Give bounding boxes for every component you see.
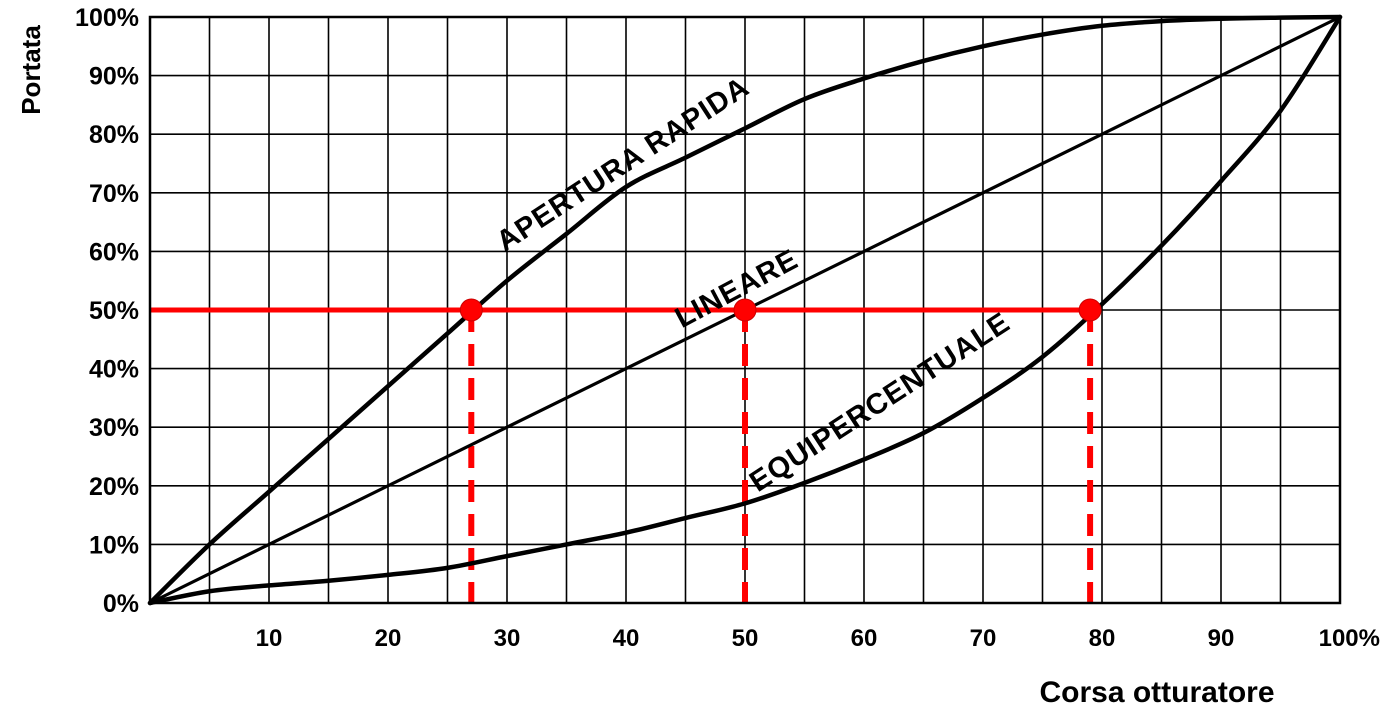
x-tick-label: 90 (1208, 625, 1235, 652)
x-tick-label: 20 (375, 625, 402, 652)
marked-point (459, 298, 483, 322)
x-axis-label: Corsa otturatore (1039, 676, 1274, 709)
series-label-lineare: LINEARE (670, 243, 804, 334)
tick-labels: 0% 10% 20% 30% 40% 50% 60% 70% 80% 90% 100% 10 20 30 4… (75, 4, 1380, 652)
y-tick-label: 80% (89, 121, 139, 149)
x-tick-label: 50 (732, 625, 759, 652)
marked-point (733, 298, 757, 322)
y-tick-label: 60% (89, 238, 139, 266)
series-label-apertura-rapida: APERTURA RAPIDA (491, 71, 755, 258)
y-tick-label: 70% (89, 180, 139, 208)
y-tick-label: 10% (89, 531, 139, 559)
y-tick-label: 50% (89, 297, 139, 325)
x-tick-label: 100% (1319, 625, 1380, 652)
x-tick-label: 80 (1089, 625, 1116, 652)
x-tick-label: 60 (851, 625, 878, 652)
y-tick-label: 20% (89, 473, 139, 501)
series-line-equipercentuale (147, 14, 1343, 606)
x-tick-label: 10 (256, 625, 283, 652)
x-tick-label: 40 (613, 625, 640, 652)
y-axis-label: Portata (16, 25, 46, 115)
plot-frame (148, 15, 1342, 605)
y-tick-label: 30% (89, 414, 139, 442)
x-tick-label: 70 (970, 625, 997, 652)
plot-border (148, 15, 1342, 605)
marked-point (1078, 298, 1102, 322)
reference-guides (150, 307, 1094, 609)
y-tick-label: 90% (89, 63, 139, 91)
y-tick-label: 0% (103, 590, 139, 618)
series-line-apertura-rapida (147, 14, 1343, 606)
y-tick-label: 40% (89, 356, 139, 384)
marked-points (459, 298, 1102, 322)
x-tick-label: 30 (494, 625, 521, 652)
y-tick-label: 100% (75, 4, 139, 32)
